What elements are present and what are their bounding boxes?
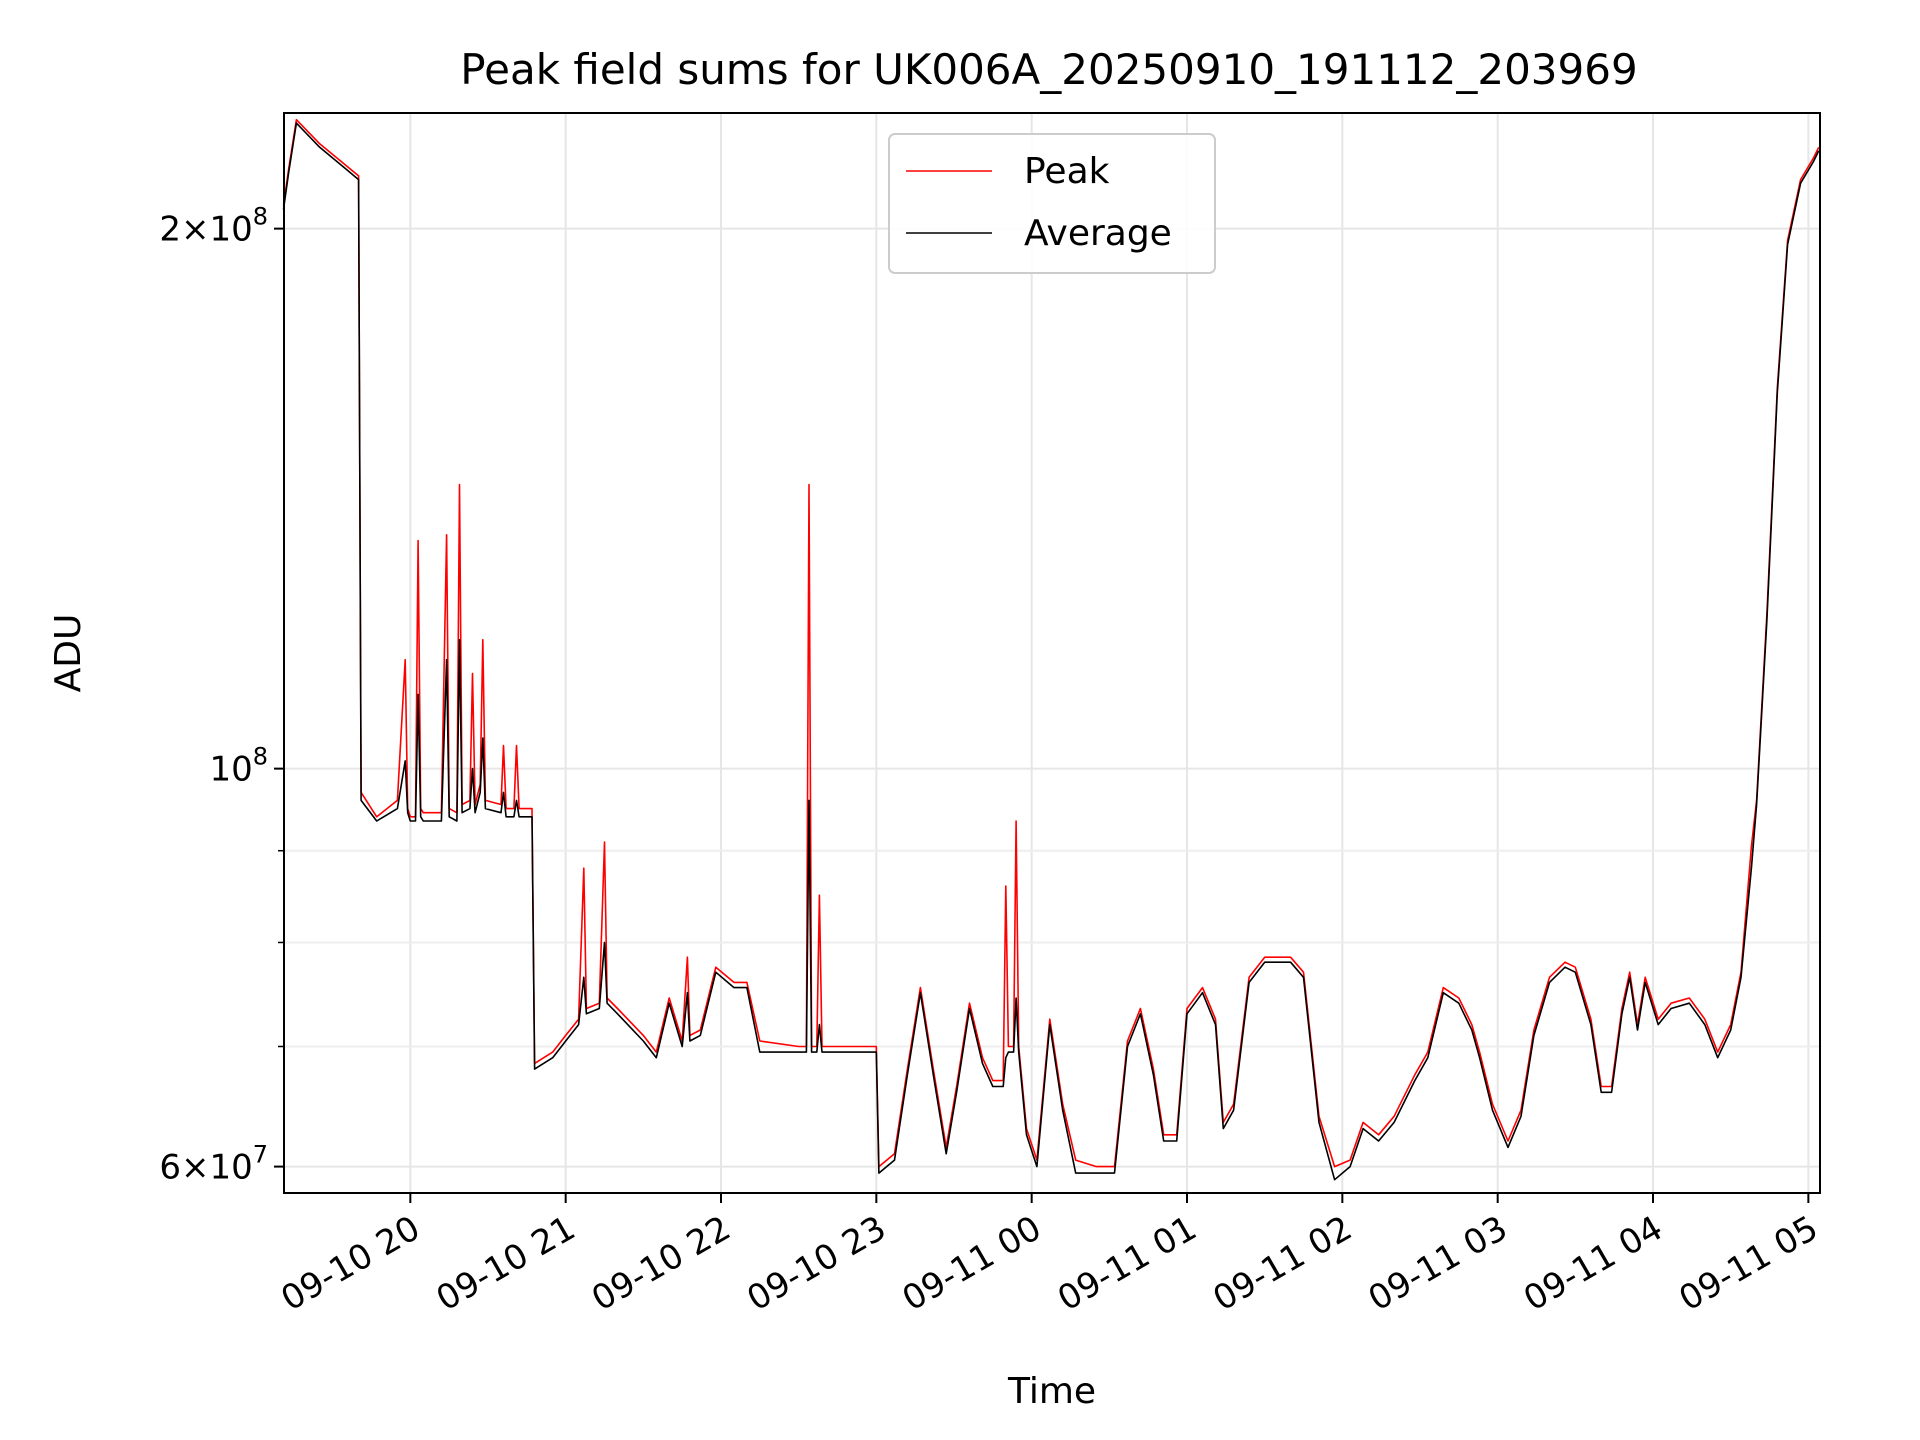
chart-title: Peak field sums for UK006A_20250910_1911… (460, 45, 1637, 94)
y-tick-label: 2×108 (159, 203, 268, 250)
legend-box (888, 133, 1216, 274)
legend: Peak Average (888, 133, 1216, 274)
legend-label-average: Average (1024, 213, 1172, 254)
y-axis-ticks: 2×108 108 6×107 (159, 203, 284, 1188)
axes-frame (283, 112, 1821, 1194)
y-tick-label: 108 (209, 743, 268, 790)
y-axis-label: ADU (48, 614, 89, 693)
y-tick-label: 6×107 (159, 1141, 268, 1188)
series-line-average (282, 122, 1820, 1181)
plot-lines (282, 118, 1820, 1181)
x-axis-label: Time (1007, 1371, 1096, 1412)
series-line-peak (282, 118, 1820, 1168)
legend-label-peak: Peak (1024, 151, 1110, 192)
